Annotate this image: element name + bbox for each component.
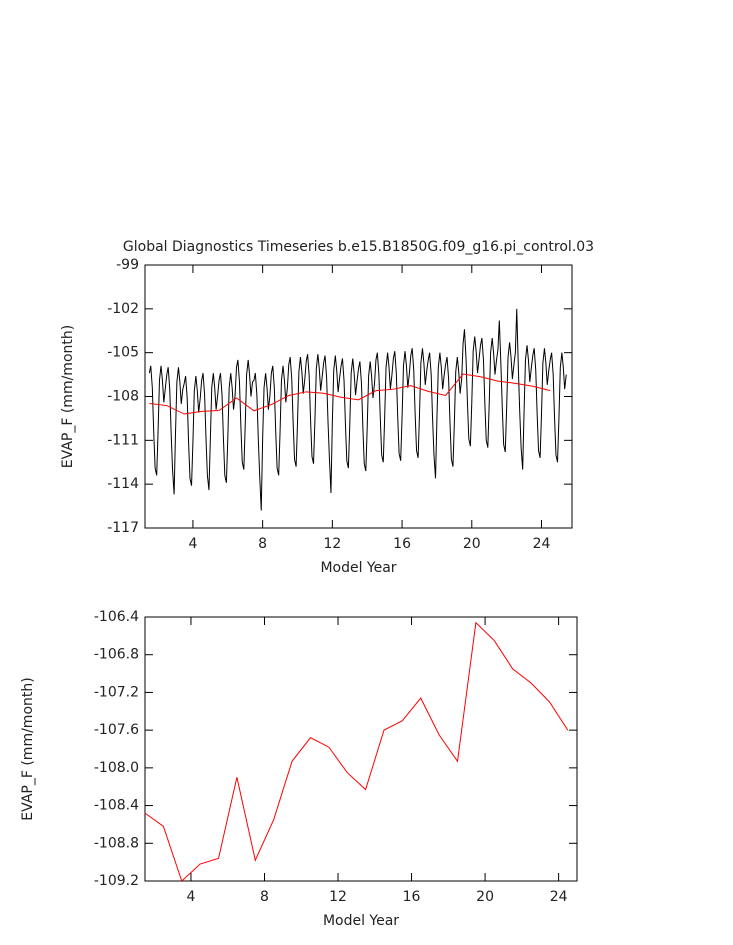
y-tick-label: -106.8 [94, 647, 139, 663]
y-tick-label: -111 [107, 432, 139, 448]
y-tick-label: -114 [107, 476, 139, 492]
y-tick-label: -107.2 [94, 684, 139, 700]
x-tick-label: 24 [533, 536, 551, 552]
x-axis-label: Model Year [323, 913, 399, 929]
x-axis-label: Model Year [320, 560, 396, 576]
x-tick-label: 16 [393, 536, 411, 552]
y-tick-label: -108.0 [94, 760, 139, 776]
data-line [148, 308, 567, 511]
y-axis-label: EVAP_F (mm/month) [60, 325, 76, 468]
y-tick-label: -117 [107, 520, 139, 536]
data-line [144, 621, 569, 882]
y-tick-label: -108 [107, 389, 139, 405]
y-tick-label: -107.6 [94, 722, 139, 738]
y-tick-label: -99 [116, 257, 139, 273]
x-tick-label: 12 [329, 889, 347, 905]
x-tick-label: 20 [463, 536, 481, 552]
x-tick-label: 24 [550, 889, 568, 905]
x-tick-label: 8 [260, 889, 269, 905]
y-tick-label: -108.8 [94, 835, 139, 851]
plot-frame [144, 616, 578, 882]
x-tick-label: 8 [258, 536, 267, 552]
x-tick-label: 12 [323, 536, 341, 552]
x-tick-label: 4 [188, 536, 197, 552]
y-tick-label: -105 [107, 345, 139, 361]
chart-title: Global Diagnostics Timeseries b.e15.B185… [123, 239, 594, 255]
x-tick-label: 4 [186, 889, 195, 905]
x-tick-label: 16 [403, 889, 421, 905]
y-axis-label: EVAP_F (mm/month) [20, 677, 36, 820]
y-tick-label: -108.4 [94, 798, 139, 814]
y-tick-label: -106.4 [94, 609, 139, 625]
x-tick-label: 20 [476, 889, 494, 905]
y-tick-label: -102 [107, 301, 139, 317]
data-line [149, 373, 551, 415]
y-tick-label: -109.2 [94, 873, 139, 889]
